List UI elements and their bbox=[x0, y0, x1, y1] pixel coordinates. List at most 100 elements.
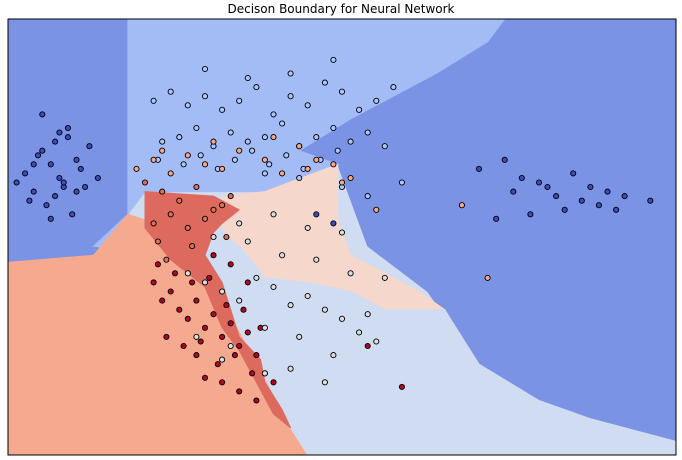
data-point bbox=[30, 161, 37, 168]
data-point bbox=[193, 333, 200, 340]
data-point bbox=[141, 179, 149, 186]
data-point bbox=[167, 88, 174, 95]
data-point bbox=[398, 383, 405, 390]
data-point bbox=[261, 156, 268, 163]
data-point bbox=[364, 193, 371, 200]
data-point bbox=[223, 302, 230, 309]
data-point bbox=[527, 211, 534, 218]
data-point bbox=[373, 206, 380, 213]
data-point bbox=[287, 93, 294, 100]
data-point bbox=[60, 179, 67, 186]
data-point bbox=[535, 179, 543, 186]
data-point bbox=[39, 111, 46, 118]
data-point bbox=[647, 197, 654, 204]
data-point bbox=[73, 156, 80, 163]
data-point bbox=[321, 79, 328, 86]
data-point bbox=[210, 206, 217, 213]
data-point bbox=[180, 342, 187, 350]
data-point bbox=[219, 202, 226, 209]
data-point bbox=[266, 161, 273, 168]
data-point bbox=[381, 274, 388, 281]
data-point bbox=[236, 342, 243, 350]
data-point bbox=[184, 270, 191, 277]
data-point bbox=[43, 202, 50, 209]
data-point bbox=[518, 174, 525, 182]
data-point bbox=[283, 152, 290, 159]
data-point bbox=[210, 252, 217, 259]
data-point bbox=[94, 174, 101, 182]
data-point bbox=[313, 256, 320, 263]
data-point bbox=[578, 197, 585, 204]
data-point bbox=[347, 138, 354, 145]
data-point bbox=[227, 261, 234, 268]
data-point bbox=[39, 147, 46, 154]
data-point bbox=[296, 174, 303, 182]
data-point bbox=[201, 374, 209, 381]
plot-frame bbox=[7, 18, 677, 456]
data-point bbox=[270, 211, 277, 218]
data-point bbox=[613, 206, 620, 213]
data-point bbox=[270, 111, 277, 118]
data-point bbox=[34, 152, 42, 159]
data-point bbox=[313, 156, 320, 163]
data-point bbox=[330, 220, 337, 227]
data-point bbox=[150, 279, 157, 286]
data-point bbox=[304, 292, 311, 300]
data-point bbox=[356, 329, 363, 336]
data-point bbox=[244, 329, 251, 336]
data-point bbox=[236, 147, 243, 154]
data-point bbox=[304, 165, 311, 172]
data-point bbox=[64, 134, 71, 141]
data-point bbox=[338, 315, 346, 322]
data-point bbox=[261, 370, 268, 377]
data-point bbox=[47, 215, 54, 222]
data-point bbox=[176, 306, 183, 313]
data-point bbox=[347, 270, 354, 277]
data-point bbox=[253, 84, 260, 91]
class-0-region bbox=[8, 19, 129, 263]
data-point bbox=[287, 70, 294, 77]
data-point bbox=[159, 188, 166, 195]
data-point bbox=[201, 215, 209, 222]
data-point bbox=[193, 297, 200, 304]
data-point bbox=[249, 147, 256, 154]
data-point bbox=[227, 193, 234, 200]
data-point bbox=[475, 165, 483, 172]
data-point bbox=[231, 352, 238, 359]
data-point bbox=[214, 361, 221, 368]
data-point bbox=[30, 188, 37, 195]
data-point bbox=[296, 143, 303, 150]
data-point bbox=[201, 279, 209, 286]
data-point bbox=[167, 288, 174, 295]
data-point bbox=[56, 174, 63, 182]
data-point bbox=[163, 256, 170, 263]
data-point bbox=[150, 220, 157, 227]
data-point bbox=[184, 102, 191, 109]
data-point bbox=[52, 193, 59, 200]
data-point bbox=[493, 215, 500, 222]
data-point bbox=[253, 274, 260, 281]
data-point bbox=[56, 129, 63, 136]
data-point bbox=[296, 333, 303, 340]
data-point bbox=[570, 170, 577, 177]
data-point bbox=[304, 224, 311, 231]
data-point bbox=[154, 238, 161, 245]
data-point bbox=[206, 274, 213, 281]
data-point bbox=[167, 170, 174, 177]
data-point bbox=[13, 179, 20, 186]
data-point bbox=[219, 288, 226, 295]
class-2-region bbox=[8, 213, 309, 455]
data-point bbox=[159, 297, 166, 304]
data-point bbox=[261, 170, 268, 177]
data-point bbox=[184, 152, 191, 159]
data-point bbox=[210, 138, 217, 145]
data-point bbox=[163, 333, 170, 340]
data-point bbox=[398, 179, 405, 186]
data-point bbox=[201, 161, 209, 168]
data-point bbox=[69, 211, 76, 218]
data-point bbox=[334, 147, 341, 154]
data-point bbox=[561, 206, 568, 213]
data-point bbox=[244, 238, 251, 245]
data-point bbox=[484, 274, 491, 281]
data-point bbox=[219, 165, 226, 172]
